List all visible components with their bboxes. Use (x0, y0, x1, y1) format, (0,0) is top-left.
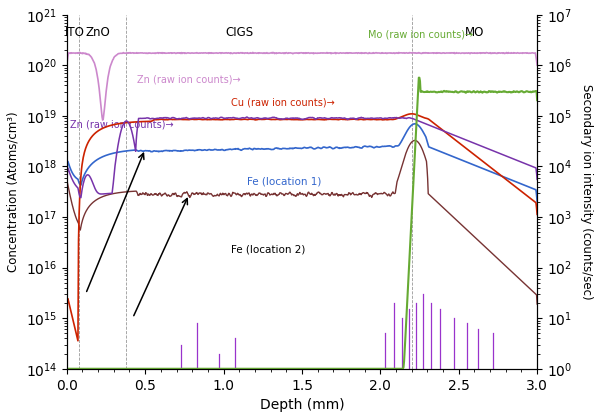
Text: Zn (raw ion counts)→: Zn (raw ion counts)→ (70, 119, 173, 129)
Text: Mo (raw ion counts)→: Mo (raw ion counts)→ (368, 30, 473, 40)
Text: ITO: ITO (65, 26, 85, 39)
Text: Fe (location 1): Fe (location 1) (247, 176, 322, 186)
Y-axis label: Concentration (Atoms/cm³): Concentration (Atoms/cm³) (7, 111, 20, 272)
X-axis label: Depth (mm): Depth (mm) (260, 398, 344, 412)
Text: Fe (location 2): Fe (location 2) (232, 244, 306, 254)
Text: MO: MO (465, 26, 484, 39)
Y-axis label: Secondary ion intensity (counts/sec): Secondary ion intensity (counts/sec) (580, 84, 593, 300)
Text: Cu (raw ion counts)→: Cu (raw ion counts)→ (232, 98, 335, 108)
Text: ZnO: ZnO (86, 26, 110, 39)
Text: CIGS: CIGS (225, 26, 253, 39)
Text: Zn (raw ion counts)→: Zn (raw ion counts)→ (137, 75, 241, 85)
